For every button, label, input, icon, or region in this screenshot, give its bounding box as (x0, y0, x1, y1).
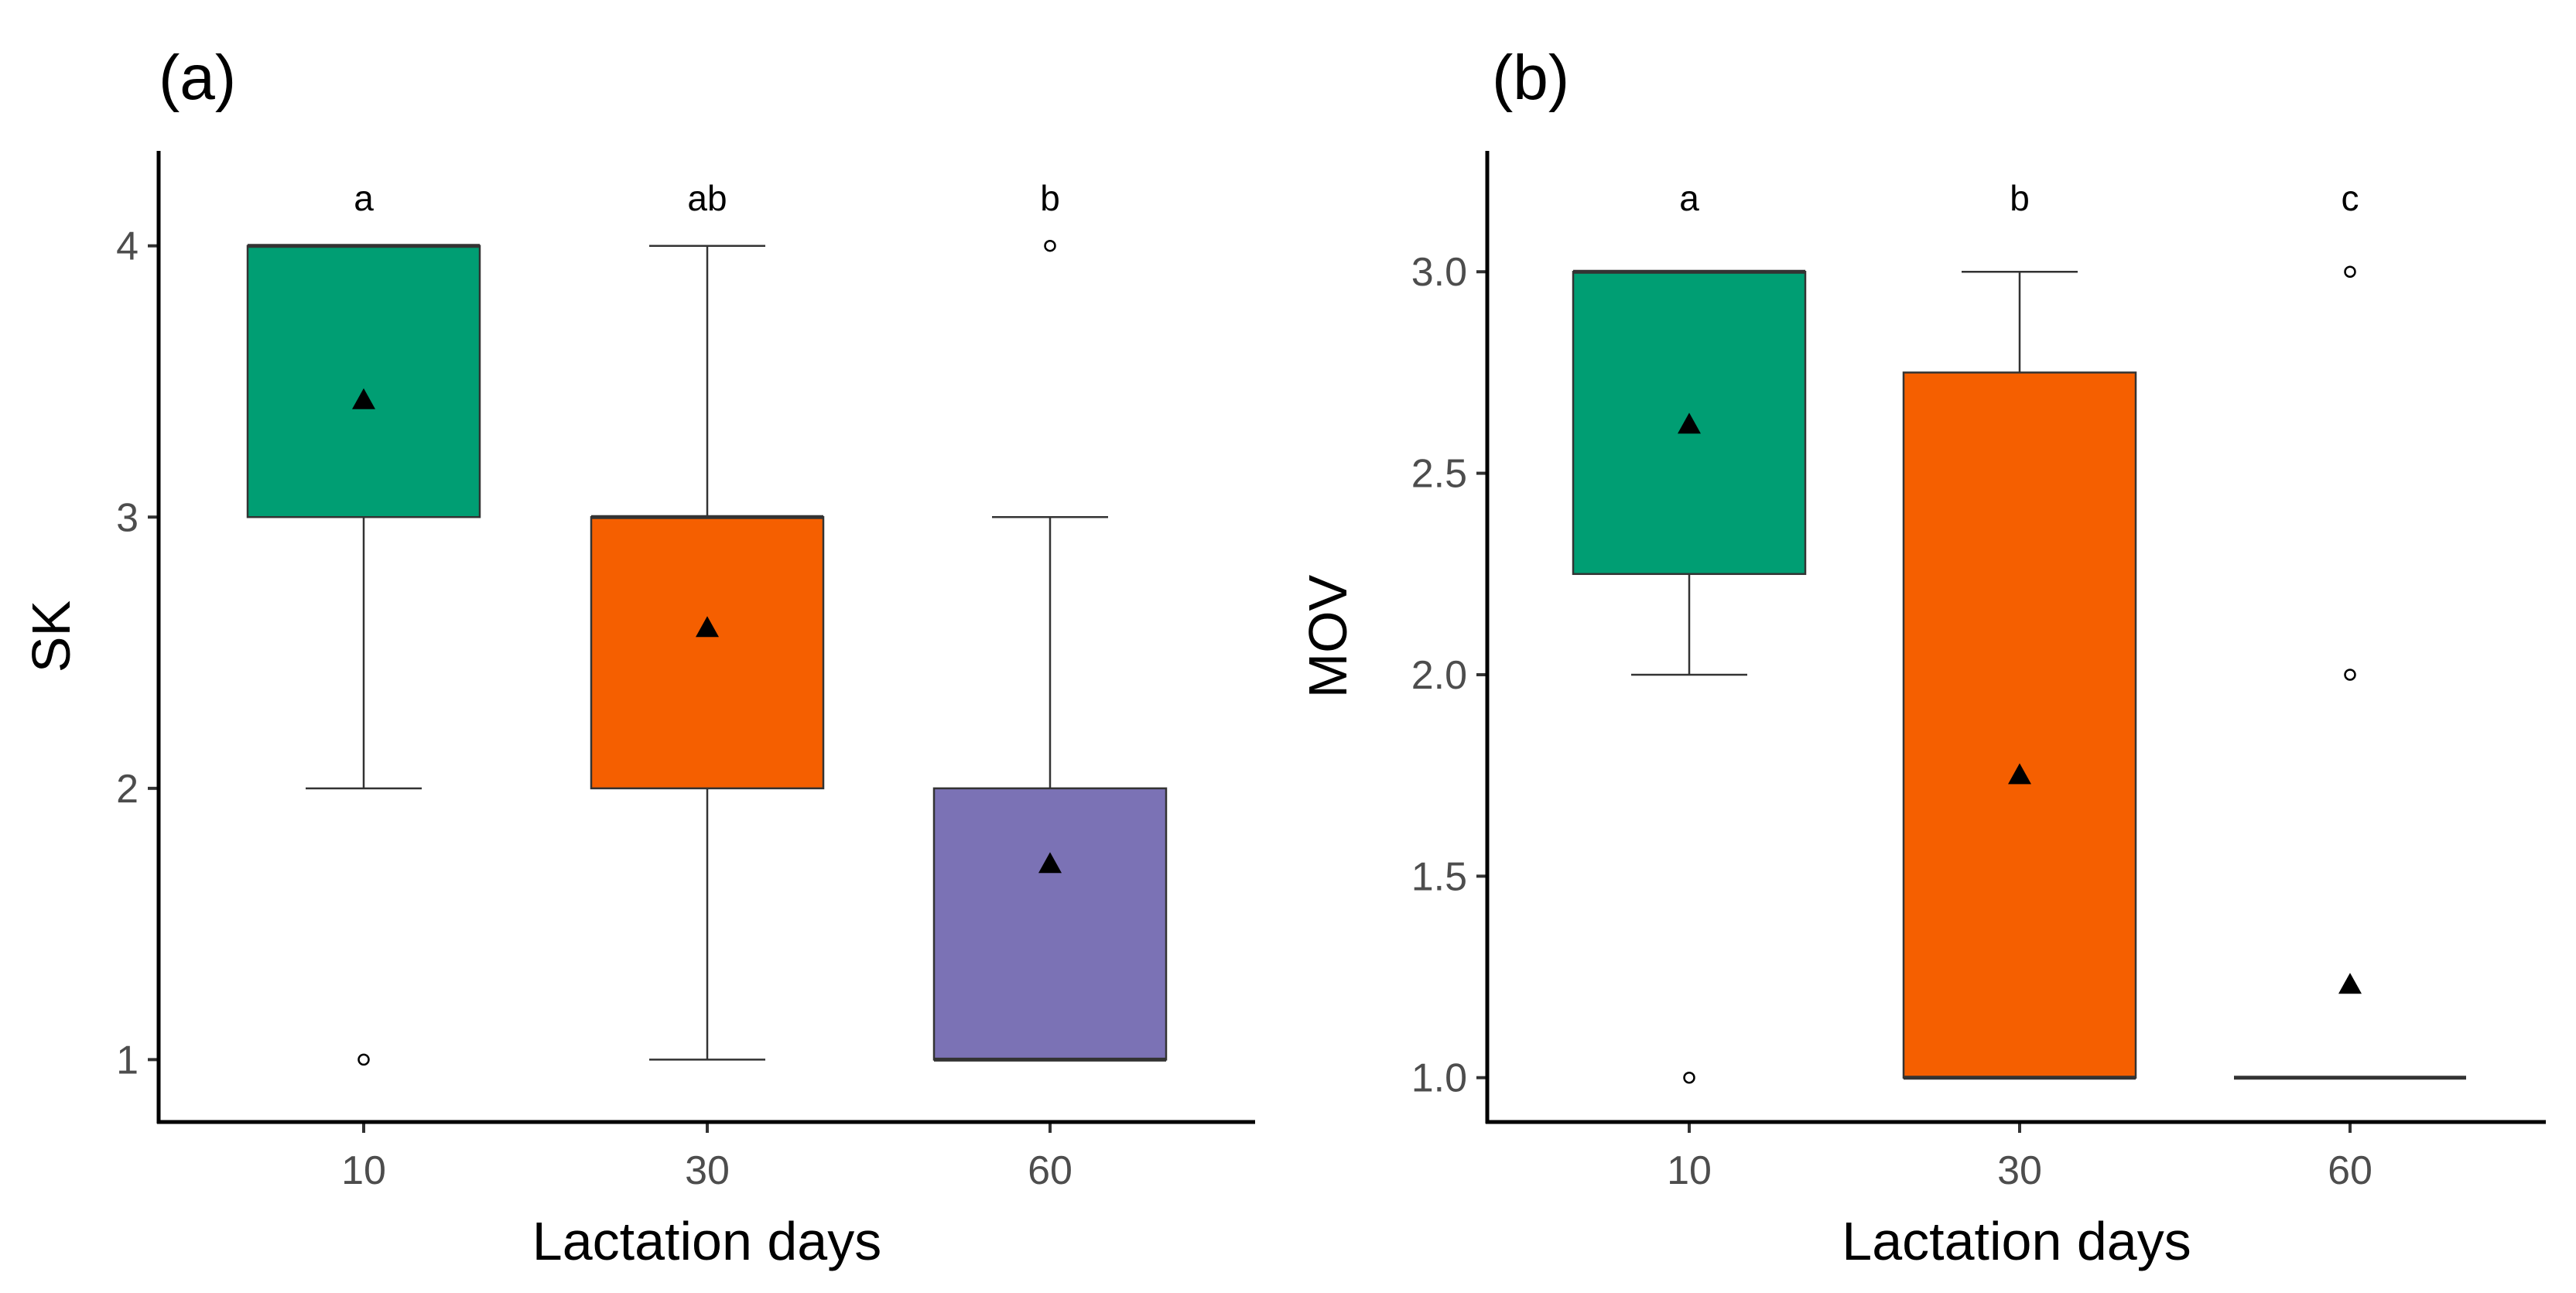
y-tick-label: 1.5 (1411, 854, 1467, 899)
y-axis-title: MOV (1298, 574, 1358, 698)
box-group-60: c (2234, 178, 2466, 1080)
x-tick-label: 30 (1997, 1148, 2042, 1193)
mean-marker (352, 388, 375, 409)
significance-letter: b (1040, 178, 1060, 218)
x-axis-title: Lactation days (532, 1211, 881, 1271)
panel-label: (b) (1492, 43, 1569, 113)
x-tick-label: 10 (341, 1148, 386, 1193)
box-iqr (590, 516, 825, 790)
outlier-point (357, 1053, 370, 1066)
y-tick-label: 2 (116, 767, 139, 812)
mean-marker (1038, 852, 1062, 874)
mean-marker (1678, 412, 1701, 434)
y-tick-label: 2.0 (1411, 653, 1467, 698)
box-group-60: b (932, 178, 1168, 1062)
panel-a: (a) SK Lactation days 1 2 3 4 10 30 60 a ab b (21, 43, 1255, 1271)
panel-label: (a) (159, 43, 236, 113)
y-tick-label: 1 (116, 1038, 139, 1083)
panel-b: (b) MOV Lactation days 1.0 1.5 2.0 2.5 3.0 10 30 6… (1298, 43, 2546, 1271)
x-tick-label: 60 (1028, 1148, 1072, 1193)
significance-letter: a (1679, 178, 1699, 218)
box-group-30: b (1902, 178, 2137, 1080)
box-group-30: ab (590, 178, 825, 1061)
outlier-point (1044, 239, 1056, 252)
y-axis-title: SK (21, 600, 81, 672)
mean-marker (2338, 973, 2362, 994)
y-tick-label: 4 (116, 224, 139, 269)
outlier-point (1683, 1071, 1695, 1084)
significance-letter: ab (687, 178, 727, 218)
y-tick-label: 3 (116, 495, 139, 540)
y-tick-label: 1.0 (1411, 1056, 1467, 1101)
significance-letter: c (2342, 178, 2359, 218)
outlier-point (2344, 265, 2356, 278)
x-tick-label: 30 (685, 1148, 730, 1193)
x-tick-label: 10 (1667, 1148, 1712, 1193)
y-tick-label: 3.0 (1411, 250, 1467, 295)
x-tick-label: 60 (2328, 1148, 2372, 1193)
significance-letter: a (354, 178, 374, 218)
significance-letter: b (2010, 178, 2030, 218)
y-tick-label: 2.5 (1411, 452, 1467, 497)
x-axis-title: Lactation days (1842, 1211, 2191, 1271)
box-iqr (932, 787, 1168, 1061)
box-iqr (1902, 371, 2137, 1079)
outlier-point (2344, 669, 2356, 681)
box-group-10: a (246, 178, 481, 1066)
mean-marker (696, 616, 719, 638)
mean-marker (2008, 763, 2031, 785)
box-group-10: a (1572, 178, 1807, 1084)
box-iqr (246, 245, 481, 518)
